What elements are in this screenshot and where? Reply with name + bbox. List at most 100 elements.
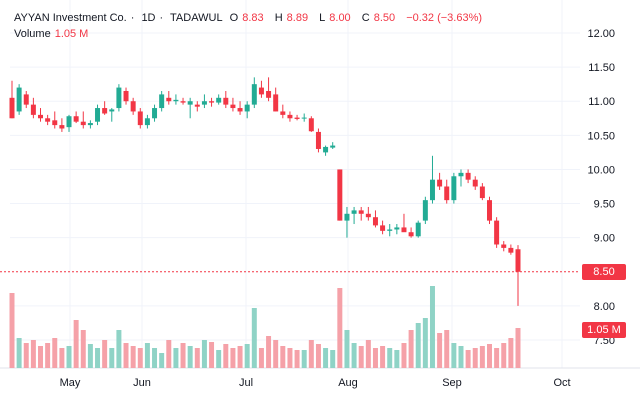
volume-bar (465, 350, 471, 368)
candle-body (201, 101, 207, 105)
volume-bar (166, 340, 172, 368)
volume-bar (501, 343, 507, 368)
volume-bar (66, 346, 72, 368)
volume-bar (173, 348, 179, 368)
candle-body (258, 87, 264, 95)
candle-body (415, 222, 421, 237)
candle-body (45, 118, 51, 122)
exchange-label: TADAWUL (170, 12, 223, 24)
candle-body (344, 213, 350, 221)
volume-bar (80, 330, 86, 368)
volume-bar (337, 288, 343, 368)
interval-label[interactable]: 1D (141, 12, 156, 24)
volume-bar (358, 346, 364, 368)
volume-bar (308, 340, 314, 368)
price-axis[interactable]: 12.00 11.50 11.00 10.50 10.00 9.50 9.00 8.00 7.5… (587, 28, 615, 347)
volume-bar (401, 343, 407, 368)
price-tick-label: 11.00 (588, 96, 615, 108)
volume-bar (408, 330, 414, 368)
candle-body (9, 97, 15, 119)
volume-bar (187, 346, 193, 368)
candle-body (144, 118, 150, 126)
volume-bar (223, 344, 229, 368)
candle-body (515, 249, 521, 272)
volume-bar (109, 348, 115, 368)
price-tick-label: 9.00 (594, 233, 615, 245)
price-tick-label: 10.00 (587, 164, 615, 176)
candle-body (323, 146, 329, 153)
candle-body (38, 114, 44, 119)
volume-bar (422, 318, 428, 368)
candle-body (109, 109, 115, 112)
volume-bar (16, 338, 22, 368)
volume-bar (351, 343, 357, 368)
volume-bar (209, 342, 215, 368)
candle-body (102, 108, 108, 114)
volume-bar (180, 343, 186, 368)
symbol-title[interactable]: AYYAN Investment Co. (14, 12, 127, 24)
candle-body (451, 176, 457, 201)
candle-body (479, 186, 485, 199)
price-tick-label: 8.00 (594, 301, 615, 313)
volume-bar (59, 348, 65, 368)
price-change: −0.32 (−3.63%) (406, 12, 483, 24)
last-price-tag: 8.50 (582, 263, 626, 280)
candle-body (465, 172, 471, 180)
volume-bar (116, 330, 122, 368)
volume-bar (73, 320, 79, 368)
volume-bar (159, 353, 165, 368)
volume-bar (38, 346, 44, 368)
volume-label[interactable]: Volume (14, 28, 51, 40)
time-tick-label: Jul (239, 377, 253, 389)
symbol-legend: AYYAN Investment Co. · 1D · TADAWUL O 8.83 … (14, 12, 483, 24)
volume-bar (294, 350, 300, 368)
candle-body (494, 220, 500, 245)
candle-body (209, 101, 215, 103)
ohlc-low: L 8.00 (319, 12, 351, 24)
volume-bar (301, 350, 307, 368)
candle-body (66, 116, 72, 128)
candle-body (287, 114, 293, 119)
candle-body (337, 169, 343, 221)
candle-body (273, 94, 279, 112)
candle-body (486, 200, 492, 221)
candle-body (194, 104, 200, 107)
candle-body (123, 90, 129, 102)
volume-bar (380, 346, 386, 368)
candle-body (152, 108, 158, 119)
candle-body (216, 97, 222, 103)
volume-bar (216, 350, 222, 368)
volume-bar (230, 348, 236, 368)
volume-bar (429, 286, 435, 368)
time-tick-label: May (60, 377, 81, 389)
volume-bar (323, 348, 329, 368)
volume-bar (494, 348, 500, 368)
volume-bar (45, 343, 51, 368)
volume-value: 1.05 M (54, 28, 89, 40)
time-axis[interactable]: May Jun Jul Aug Sep Oct (60, 377, 571, 389)
volume-bar (87, 344, 93, 368)
volume-bar (415, 323, 421, 368)
price-tick-label: 10.50 (587, 130, 615, 142)
volume-bar (52, 338, 58, 368)
candle-body (458, 172, 464, 177)
volume-bar (102, 340, 108, 368)
volume-bar (372, 348, 378, 368)
volume-bar (9, 293, 15, 368)
volume-bar (123, 343, 129, 368)
candle-body (358, 210, 364, 214)
candle-body (230, 104, 236, 109)
volume-bar (479, 346, 485, 368)
volume-bar (144, 343, 150, 368)
candle-body (244, 104, 250, 112)
volume-bar (280, 346, 286, 368)
volume-bar (387, 348, 393, 368)
candle-body (30, 104, 36, 115)
candle-body (223, 97, 229, 105)
volume-bar (251, 308, 257, 368)
candle-body (372, 217, 378, 226)
price-tick-label: 11.50 (588, 62, 615, 74)
price-tick-label: 7.50 (594, 335, 615, 347)
volume-bar (394, 350, 400, 368)
